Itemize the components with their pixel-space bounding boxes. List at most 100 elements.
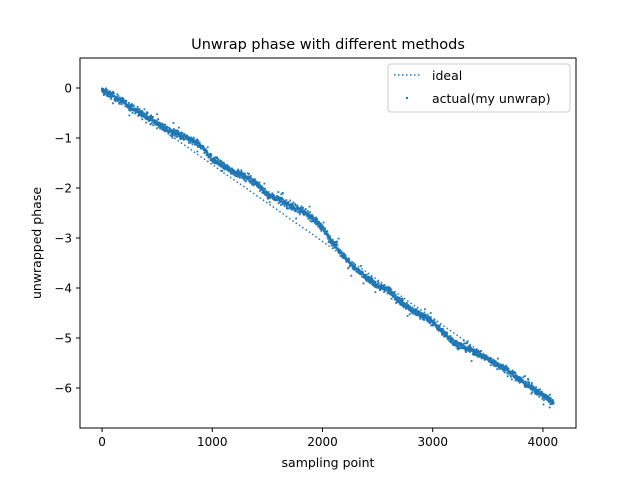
noise-point [456,343,459,346]
actual-point [233,171,236,173]
noise-point [520,377,523,380]
noise-point [122,99,125,102]
noise-point [308,205,311,208]
noise-point [337,249,340,251]
noise-point [311,214,314,216]
noise-point [530,385,533,388]
noise-point [285,205,288,208]
noise-point [320,222,322,225]
noise-point [307,213,310,216]
noise-point [503,368,505,371]
noise-point [431,324,434,327]
actual-point [178,133,181,136]
noise-point [487,356,489,359]
noise-point [217,161,220,164]
noise-point [190,137,193,140]
noise-point [438,324,441,327]
noise-point [145,121,148,124]
noise-point [371,281,374,283]
noise-point [527,378,530,381]
noise-point [430,324,433,327]
noise-point [441,328,444,330]
noise-point [388,286,391,289]
noise-point [479,351,481,354]
noise-point [226,165,228,167]
noise-point [222,167,225,169]
noise-point [415,308,418,311]
noise-point [136,109,138,112]
noise-point [222,161,225,164]
noise-point [319,224,322,226]
noise-point [185,136,188,139]
noise-point [237,168,239,171]
noise-point [479,354,482,357]
noise-point [140,115,143,118]
y-axis-label: unwrapped phase [29,187,44,299]
noise-point [531,384,534,387]
noise-point [424,313,427,316]
noise-point [189,141,192,144]
noise-point [250,177,252,180]
noise-point [206,151,209,154]
noise-point [268,201,271,204]
noise-point [428,316,430,319]
noise-point [189,140,192,143]
noise-point [150,122,153,125]
noise-point [470,360,473,362]
noise-point [129,104,132,106]
noise-point [449,338,452,341]
noise-point [308,216,311,219]
noise-point [120,97,123,100]
noise-point [218,162,221,165]
noise-point [174,129,177,132]
noise-point [202,145,205,148]
actual-point [266,194,269,196]
noise-point [299,213,301,216]
noise-point [337,247,340,250]
noise-point [261,191,264,194]
actual-point [508,371,511,373]
noise-point [226,169,229,172]
noise-point [279,197,282,199]
y-tick-label: 0 [64,82,72,96]
noise-point [314,221,317,224]
noise-point [220,165,223,168]
noise-point [339,255,342,257]
noise-point [440,329,443,332]
noise-point [524,375,526,377]
noise-point [304,208,307,210]
noise-point [218,160,221,163]
noise-point [505,364,507,367]
noise-point [531,382,533,384]
noise-point [316,223,319,226]
noise-point [548,401,551,403]
noise-point [483,354,486,356]
noise-point [373,285,376,288]
noise-point [314,217,316,219]
noise-point [126,105,128,107]
noise-point [293,207,296,209]
noise-point [160,123,163,125]
noise-point [401,303,403,306]
x-tick-label: 0 [98,435,106,449]
noise-point [456,340,458,343]
noise-point [496,368,499,371]
noise-point [551,399,554,401]
noise-point [143,108,146,111]
noise-point [395,294,397,297]
legend-actual-marker [406,97,408,99]
noise-point [336,244,339,246]
noise-point [326,233,329,235]
noise-point [398,297,401,300]
actual-point [167,129,170,132]
noise-point [118,96,121,99]
actual-point [486,358,489,360]
actual-point [464,347,467,349]
noise-point [156,127,158,130]
noise-point [526,381,529,384]
noise-point [240,173,242,176]
noise-point [258,190,261,192]
noise-point [335,246,337,249]
noise-point [393,292,396,294]
noise-point [360,273,363,276]
